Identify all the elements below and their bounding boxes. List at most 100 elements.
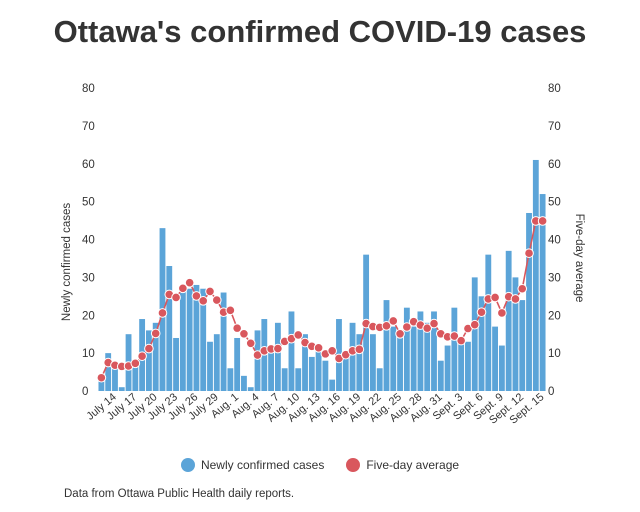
y-left-tick-label: 40	[82, 235, 95, 247]
average-point	[456, 335, 466, 346]
average-point	[388, 316, 399, 326]
average-point	[490, 292, 500, 303]
bar	[349, 322, 356, 391]
bar	[173, 337, 179, 391]
average-point	[327, 346, 337, 356]
bar	[471, 277, 478, 392]
bar	[112, 364, 118, 391]
bar	[295, 368, 302, 391]
bar	[519, 300, 526, 391]
average-point	[150, 328, 161, 339]
bar	[274, 322, 281, 391]
bar	[376, 368, 383, 391]
bar	[465, 341, 471, 391]
bar	[498, 345, 505, 391]
bar	[288, 311, 295, 391]
average-point	[395, 329, 405, 339]
average-point	[469, 319, 480, 330]
bar	[451, 307, 458, 391]
bar	[424, 322, 431, 391]
bar	[152, 322, 159, 391]
y-right-tick-label: 40	[548, 235, 561, 247]
bar	[220, 292, 227, 391]
bar	[200, 288, 207, 391]
bar	[302, 334, 308, 391]
y-right-tick-label: 60	[548, 159, 561, 171]
bar	[397, 334, 403, 391]
bar	[322, 360, 329, 391]
average-point	[232, 323, 242, 333]
bar	[505, 250, 512, 391]
average-point	[402, 322, 412, 332]
y-right-tick-label: 0	[548, 386, 554, 398]
average-point	[205, 286, 215, 297]
source-note: Data from Ottawa Public Health daily rep…	[64, 488, 295, 500]
average-point	[144, 343, 154, 354]
average-point	[239, 329, 249, 339]
y-left-tick-label: 30	[82, 272, 95, 284]
y-left-tick-label: 60	[82, 159, 95, 171]
bar	[247, 387, 254, 391]
legend-swatch-new-cases	[180, 458, 195, 472]
y-right-tick-label: 10	[548, 348, 561, 360]
legend-item-five-day-average[interactable]: Five-day average	[346, 458, 459, 472]
average-point	[198, 296, 209, 306]
average-point	[537, 216, 548, 226]
bar	[166, 266, 173, 391]
bar	[492, 326, 499, 391]
y-right-tick-label: 50	[548, 197, 561, 209]
bar	[118, 387, 125, 391]
bar	[213, 334, 220, 391]
average-point	[381, 321, 392, 331]
bar	[281, 368, 288, 391]
average-point	[429, 318, 439, 329]
bar	[241, 375, 247, 391]
bar	[383, 300, 390, 391]
bar	[227, 368, 234, 391]
average-point	[178, 283, 188, 294]
bar	[431, 311, 437, 391]
bar	[98, 379, 105, 391]
average-point	[313, 343, 324, 353]
y-left-tick-label: 20	[82, 310, 95, 322]
legend-label-new-cases: Newly confirmed cases	[200, 458, 325, 472]
bar	[539, 194, 546, 391]
average-point	[211, 295, 222, 305]
bar	[512, 277, 519, 392]
legend-label-five-day-average: Five-day average	[366, 458, 460, 472]
bar	[403, 307, 410, 391]
bar	[268, 349, 275, 391]
bar	[254, 330, 261, 391]
legend-swatch-five-day-average	[346, 458, 361, 472]
y-left-tick-label: 80	[82, 83, 95, 95]
bar	[207, 341, 213, 391]
bar	[369, 334, 376, 391]
average-point	[354, 344, 365, 355]
average-point	[252, 350, 263, 360]
bar	[532, 159, 539, 391]
bar	[105, 353, 112, 392]
bar	[315, 349, 322, 391]
y-left-tick-label: 10	[82, 348, 95, 360]
average-point	[96, 372, 107, 383]
bar	[485, 254, 492, 391]
average-point	[524, 248, 534, 258]
bar	[145, 330, 152, 391]
bar	[186, 288, 193, 391]
bar	[417, 311, 424, 391]
y-right-tick-label: 20	[548, 310, 561, 322]
bar	[179, 288, 186, 391]
legend-item-new-cases[interactable]: Newly confirmed cases	[180, 458, 325, 472]
y-left-tick-label: 50	[82, 197, 95, 209]
y-axis-right-ticks: 0 10 20 30 40 50 60 70 80	[548, 83, 561, 398]
bar	[458, 341, 465, 391]
average-point	[130, 358, 141, 369]
legend: Newly confirmed cases Five-day average	[0, 458, 640, 472]
bar	[410, 326, 417, 391]
bar	[342, 356, 349, 391]
average-point	[137, 351, 147, 361]
bar	[234, 337, 241, 391]
bar	[132, 360, 139, 391]
